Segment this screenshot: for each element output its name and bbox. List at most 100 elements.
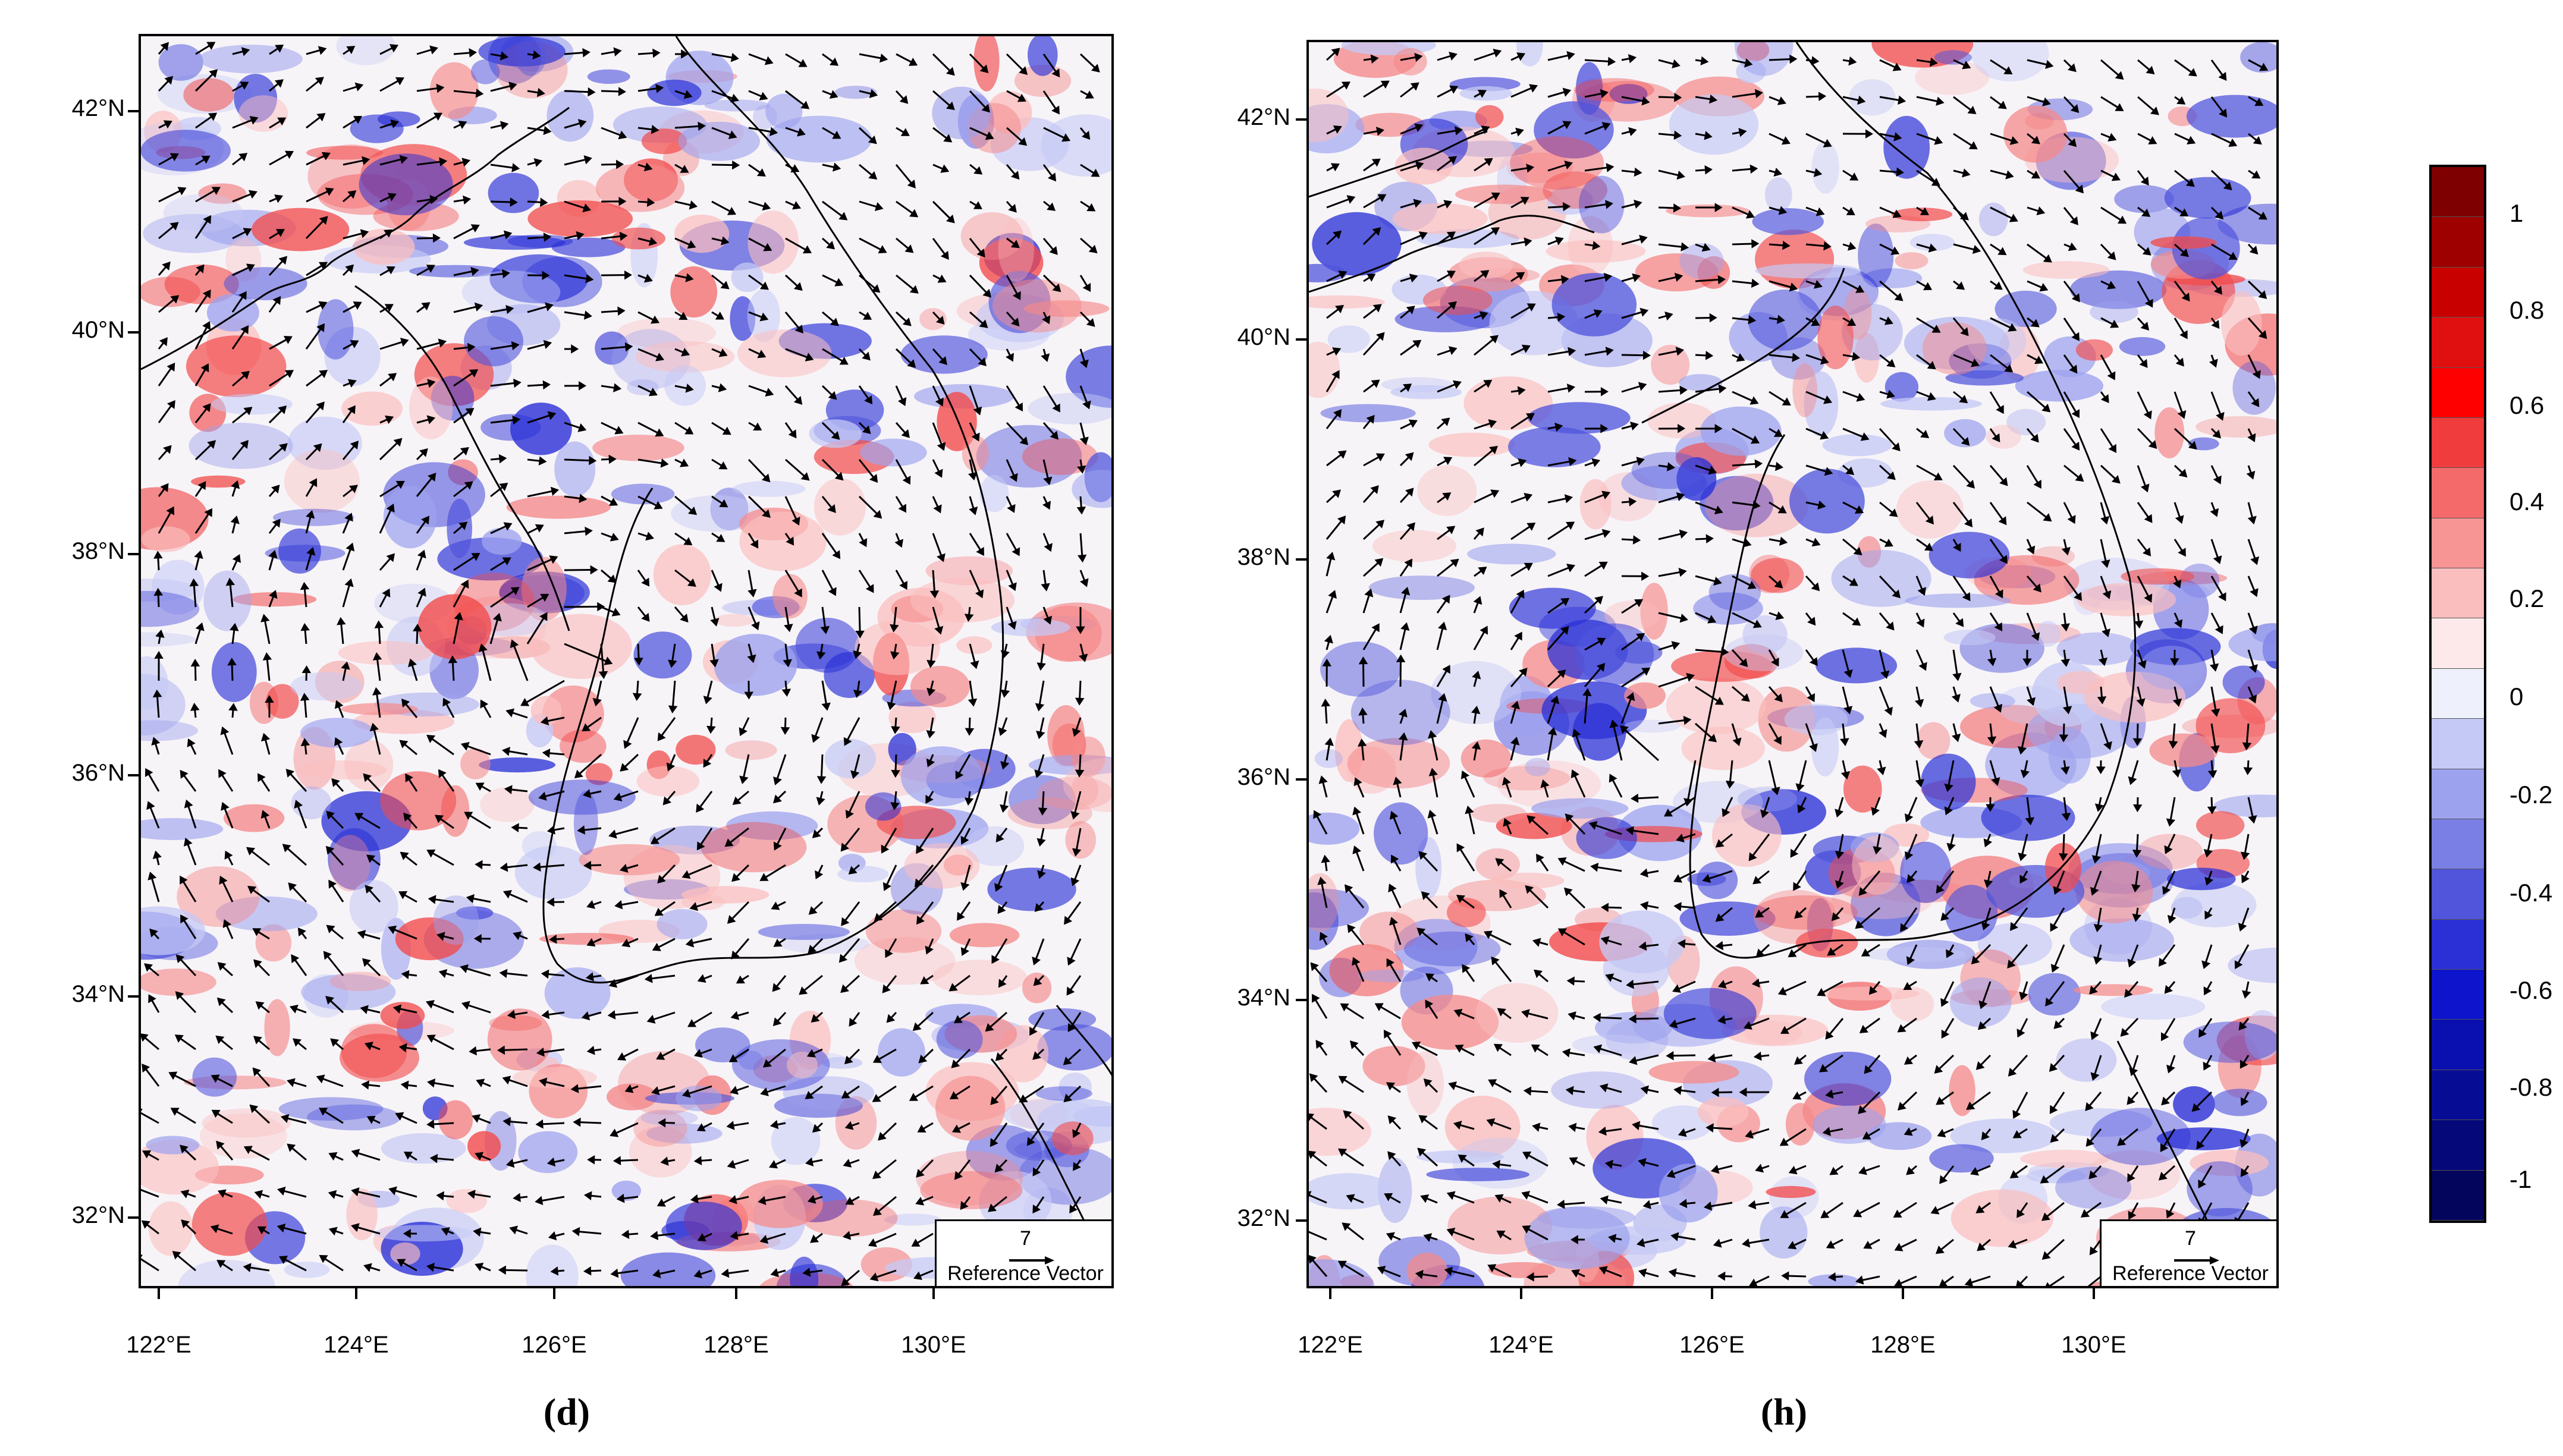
wind-vector-head (1946, 949, 1955, 958)
field-blob (1752, 208, 1824, 235)
field-blob (1041, 114, 1111, 177)
wind-vector-head (997, 905, 1006, 914)
field-blob (1428, 432, 1515, 457)
wind-vector-head (300, 693, 310, 701)
wind-vector-head (2164, 845, 2173, 854)
wind-vector-head (2017, 746, 2027, 755)
wind-vector-head (618, 87, 626, 96)
wind-vector-head (1309, 1073, 1318, 1083)
wind-vector (511, 640, 529, 681)
wind-vector-head (714, 583, 723, 592)
wind-vector-head (1557, 1199, 1565, 1209)
wind-vector-head (645, 532, 654, 541)
field-blob (183, 78, 234, 112)
wind-vector-head (2253, 136, 2262, 145)
wind-vector-head (1971, 358, 1980, 367)
wind-vector-head (1011, 317, 1020, 327)
field-blob (1950, 1189, 2053, 1247)
wind-vector-head (1855, 1275, 1864, 1285)
wind-vector-head (278, 256, 288, 265)
wind-vector-head (917, 1124, 926, 1133)
wind-vector-head (891, 726, 900, 734)
wind-vector-head (1972, 244, 1981, 254)
field-blob (802, 1199, 898, 1237)
wind-vector-head (1714, 203, 1723, 212)
wind-vector-head (1924, 542, 1933, 551)
wind-vector-head (1606, 163, 1615, 172)
wind-vector-head (1527, 815, 1536, 824)
wind-vector-head (912, 1022, 922, 1032)
wind-vector-head (994, 883, 1003, 892)
field-blob (1890, 986, 1934, 1022)
field-blob (695, 1027, 750, 1062)
wind-vector-head (1884, 706, 1893, 716)
wind-vector-head (470, 224, 480, 233)
wind-vector-head (1527, 523, 1536, 531)
field-blob (1063, 757, 1111, 813)
wind-vector-head (706, 725, 716, 734)
wind-vector-head (946, 67, 955, 76)
wind-vector-head (1817, 500, 1826, 510)
wind-vector-head (757, 350, 767, 359)
wind-vector-head (1532, 1122, 1541, 1132)
wind-vector-head (1471, 741, 1481, 750)
wind-vector-head (1309, 1150, 1317, 1159)
wind-vector-head (624, 342, 633, 352)
wind-vector-head (730, 1086, 739, 1095)
field-blob (1970, 693, 2015, 709)
wind-vector-head (319, 1108, 328, 1116)
wind-vector-head (180, 1144, 189, 1154)
field-blob (349, 880, 398, 933)
field-blob (488, 172, 539, 213)
field-blob (726, 811, 818, 840)
wind-vector-head (2248, 815, 2257, 824)
wind-vector-head (1679, 385, 1688, 395)
field-blob (1350, 680, 1450, 746)
wind-vector-head (1593, 309, 1603, 318)
wind-vector-head (1994, 622, 2003, 631)
coastline (354, 285, 570, 631)
wind-vector-head (747, 654, 756, 663)
wind-vector-head (2018, 853, 2027, 861)
field-blob (657, 909, 708, 939)
wind-vector-head (718, 348, 728, 357)
wind-vector-head (1557, 312, 1566, 322)
wind-vector-head (1452, 380, 1462, 389)
field-blob (2187, 1161, 2253, 1217)
wind-vector-head (1918, 662, 1927, 671)
wind-vector-head (1516, 589, 1525, 599)
coastline (1309, 215, 1595, 293)
wind-vector-head (400, 1080, 409, 1090)
field-blob (211, 641, 257, 702)
wind-vector-head (1904, 1056, 1914, 1065)
wind-vector-head (1600, 89, 1609, 99)
wind-vector-head (1807, 617, 1816, 626)
wind-vector-head (1069, 1204, 1078, 1214)
wind-vector-head (681, 870, 691, 879)
field-blob (2003, 105, 2068, 163)
wind-vector-head (2040, 1175, 2049, 1184)
wind-vector-head (960, 882, 970, 891)
field-blob (146, 1136, 200, 1155)
wind-vector-head (2102, 590, 2112, 599)
field-blob (1789, 468, 1865, 534)
wind-vector-head (1860, 432, 1870, 441)
field-blob (1028, 36, 1058, 76)
wind-vector-head (786, 536, 794, 546)
wind-vector-head (579, 493, 588, 504)
wind-vector-head (1628, 54, 1637, 64)
wind-vector-head (831, 431, 840, 440)
wind-vector-head (542, 380, 551, 390)
field-blob (1880, 397, 1982, 411)
wind-vector-head (1050, 430, 1059, 440)
wind-vector-head (1047, 202, 1056, 211)
wind-vector-head (1676, 170, 1685, 180)
wind-vector-head (399, 740, 409, 749)
wind-vector-head (2251, 170, 2261, 179)
wind-vector-head (499, 483, 508, 492)
wind-vector-head (1678, 423, 1686, 433)
wind-vector-head (541, 969, 549, 979)
wind-vector-head (680, 165, 689, 173)
wind-vector-head (698, 121, 706, 131)
wind-vector-head (651, 124, 659, 134)
